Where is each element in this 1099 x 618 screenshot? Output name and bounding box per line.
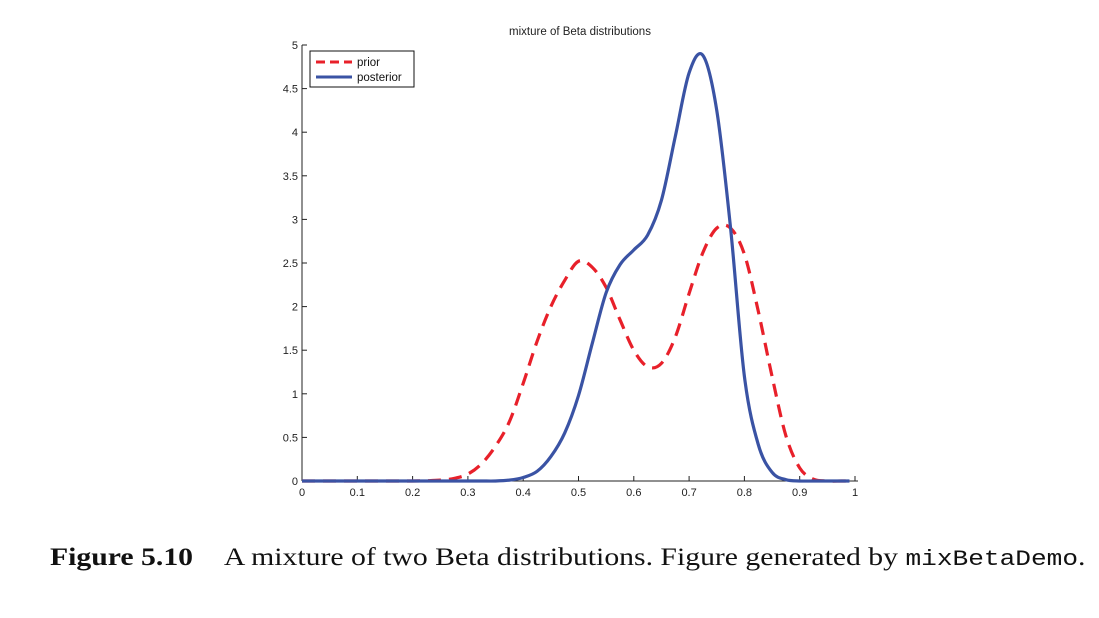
y-tick-label: 0.5 (283, 432, 298, 444)
legend: prior posterior (309, 50, 415, 88)
x-tick-label: 0.3 (460, 487, 475, 499)
y-tick-label: 3.5 (283, 171, 298, 183)
caption-end: . (1078, 544, 1086, 571)
series-line-posterior (302, 52, 850, 483)
caption-text: A mixture of two Beta distributions. Fig… (223, 544, 906, 571)
x-tick-label: 0.7 (681, 487, 696, 499)
x-tick-label: 1 (852, 487, 858, 499)
figure-caption: Figure 5.10 A mixture of two Beta distrib… (50, 544, 1085, 572)
x-tick-label: 0.5 (571, 487, 586, 499)
legend-box (309, 50, 415, 88)
x-tick-label: 0.2 (405, 487, 420, 499)
y-tick-label: 3 (292, 214, 298, 226)
axes: 0 0.1 0.2 0.3 0.4 0.5 0.6 0.7 0.8 0.9 1 0 0.5 1 1.5 2 2.… (283, 40, 858, 499)
chart-title: mixture of Beta distributions (509, 26, 651, 38)
x-tick-label: 0.6 (626, 487, 641, 499)
legend-label-prior: prior (357, 57, 380, 69)
figure-label: Figure 5.10 (50, 544, 194, 571)
y-tick-label: 2.5 (283, 258, 298, 270)
y-tick-label: 4 (292, 127, 298, 139)
x-tick-label: 0.1 (350, 487, 365, 499)
y-tick-label: 5 (292, 40, 298, 52)
chart: mixture of Beta distributions 0 0.1 0.2 0.3… (283, 26, 858, 499)
y-tick-label: 1 (292, 389, 298, 401)
y-tick-label: 0 (292, 476, 298, 488)
x-tick-label: 0.9 (792, 487, 807, 499)
x-tick-label: 0.4 (516, 487, 531, 499)
y-tick-label: 1.5 (283, 345, 298, 357)
y-tick-label: 2 (292, 302, 298, 314)
series-line-prior (302, 223, 850, 483)
caption-code: mixBetaDemo (905, 547, 1079, 572)
y-tick-label: 4.5 (283, 84, 298, 96)
x-tick-label: 0.8 (737, 487, 752, 499)
series-lines (302, 52, 850, 483)
x-tick-label: 0 (299, 487, 305, 499)
legend-label-posterior: posterior (357, 72, 402, 84)
